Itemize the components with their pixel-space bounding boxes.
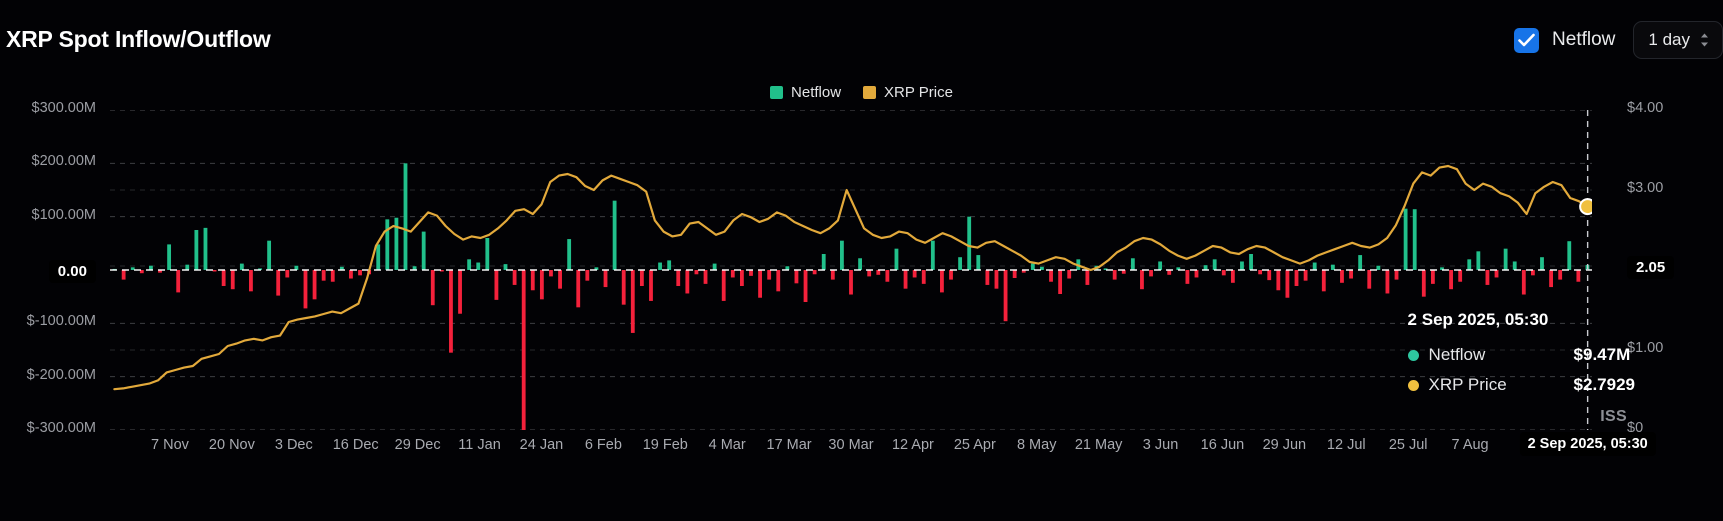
x-axis-tick: 7 Aug (1451, 437, 1489, 453)
legend-label-netflow: Netflow (791, 84, 842, 101)
plot-area: $300.00M $200.00M $100.00M 0.00 $-100.00M $-2… (0, 100, 1723, 521)
y-axis-left-tick: $-300.00M (26, 420, 96, 436)
x-axis-tick: 24 Jan (519, 437, 564, 453)
y-axis-right-tick: $1.00 (1627, 340, 1664, 356)
x-axis-tick: 29 Dec (394, 437, 441, 453)
y-axis-right-tick: $4.00 (1627, 100, 1664, 116)
x-axis: 7 Nov 20 Nov 3 Dec 16 Dec 29 Dec 11 Jan 24 Jan… (0, 432, 1723, 462)
x-axis-tick: 12 Jul (1326, 437, 1366, 453)
legend-swatch-xrp-price (863, 86, 877, 99)
chart-legend: Netflow XRP Price (0, 84, 1723, 101)
y-axis-left-tick: $300.00M (31, 100, 97, 116)
y-axis-left: $300.00M $200.00M $100.00M 0.00 $-100.00M $-2… (0, 100, 110, 436)
x-axis-tick: 25 Apr (953, 437, 996, 453)
legend-item-xrp-price[interactable]: XRP Price (863, 84, 953, 101)
netflow-checkbox[interactable] (1514, 27, 1540, 53)
chart-header: XRP Spot Inflow/Outflow Netflow 1 day (0, 0, 1723, 72)
x-axis-tick: 21 May (1074, 437, 1123, 453)
y-axis-right-tick: 2.05 (1627, 256, 1675, 279)
x-axis-tick: 6 Feb (584, 437, 622, 453)
interval-select-value: 1 day (1648, 30, 1690, 49)
x-axis-tick: 3 Dec (274, 437, 313, 453)
check-icon (1518, 33, 1535, 46)
netflow-checkbox-label: Netflow (1552, 29, 1616, 50)
x-axis-tick: 29 Jun (1262, 437, 1307, 453)
x-axis-tick: 16 Jun (1200, 437, 1245, 453)
x-axis-tick: 8 May (1016, 437, 1057, 453)
interval-select[interactable]: 1 day (1633, 21, 1723, 59)
page-title: XRP Spot Inflow/Outflow (6, 26, 271, 52)
x-axis-tick: 12 Apr (891, 437, 934, 453)
chart-canvas[interactable] (110, 110, 1592, 430)
x-axis-tick: 7 Nov (151, 437, 189, 453)
x-axis-tick: 19 Feb (642, 437, 688, 453)
y-axis-left-tick: $100.00M (31, 206, 97, 223)
x-axis-tick: 3 Jun (1142, 437, 1179, 453)
y-axis-left-tick: $200.00M (31, 153, 97, 170)
x-axis-tick: 4 Mar (708, 437, 746, 453)
y-axis-right: $4.00 $3.00 2.05 $1.00 $0 (1613, 100, 1723, 436)
watermark: ISS (1600, 408, 1627, 425)
legend-label-xrp-price: XRP Price (884, 84, 953, 101)
x-axis-tick: 16 Dec (332, 437, 379, 453)
x-axis-tick: 11 Jan (458, 437, 501, 453)
x-axis-tick: 25 Jul (1388, 437, 1428, 453)
y-axis-right-tick: $3.00 (1627, 180, 1664, 196)
x-axis-tick: 30 Mar (828, 437, 874, 453)
stepper-icon (1699, 32, 1710, 48)
header-controls: Netflow 1 day (1514, 21, 1723, 59)
legend-item-netflow[interactable]: Netflow (770, 84, 841, 101)
x-axis-tick-highlight: 2 Sep 2025, 05:30 (1519, 432, 1656, 456)
y-axis-left-tick: $-200.00M (26, 366, 96, 383)
x-axis-tick: 20 Nov (208, 437, 255, 453)
x-axis-tick: 17 Mar (766, 437, 812, 453)
y-axis-left-tick: $-100.00M (26, 313, 96, 330)
legend-swatch-netflow (770, 86, 784, 99)
y-axis-left-tick: 0.00 (48, 260, 96, 283)
